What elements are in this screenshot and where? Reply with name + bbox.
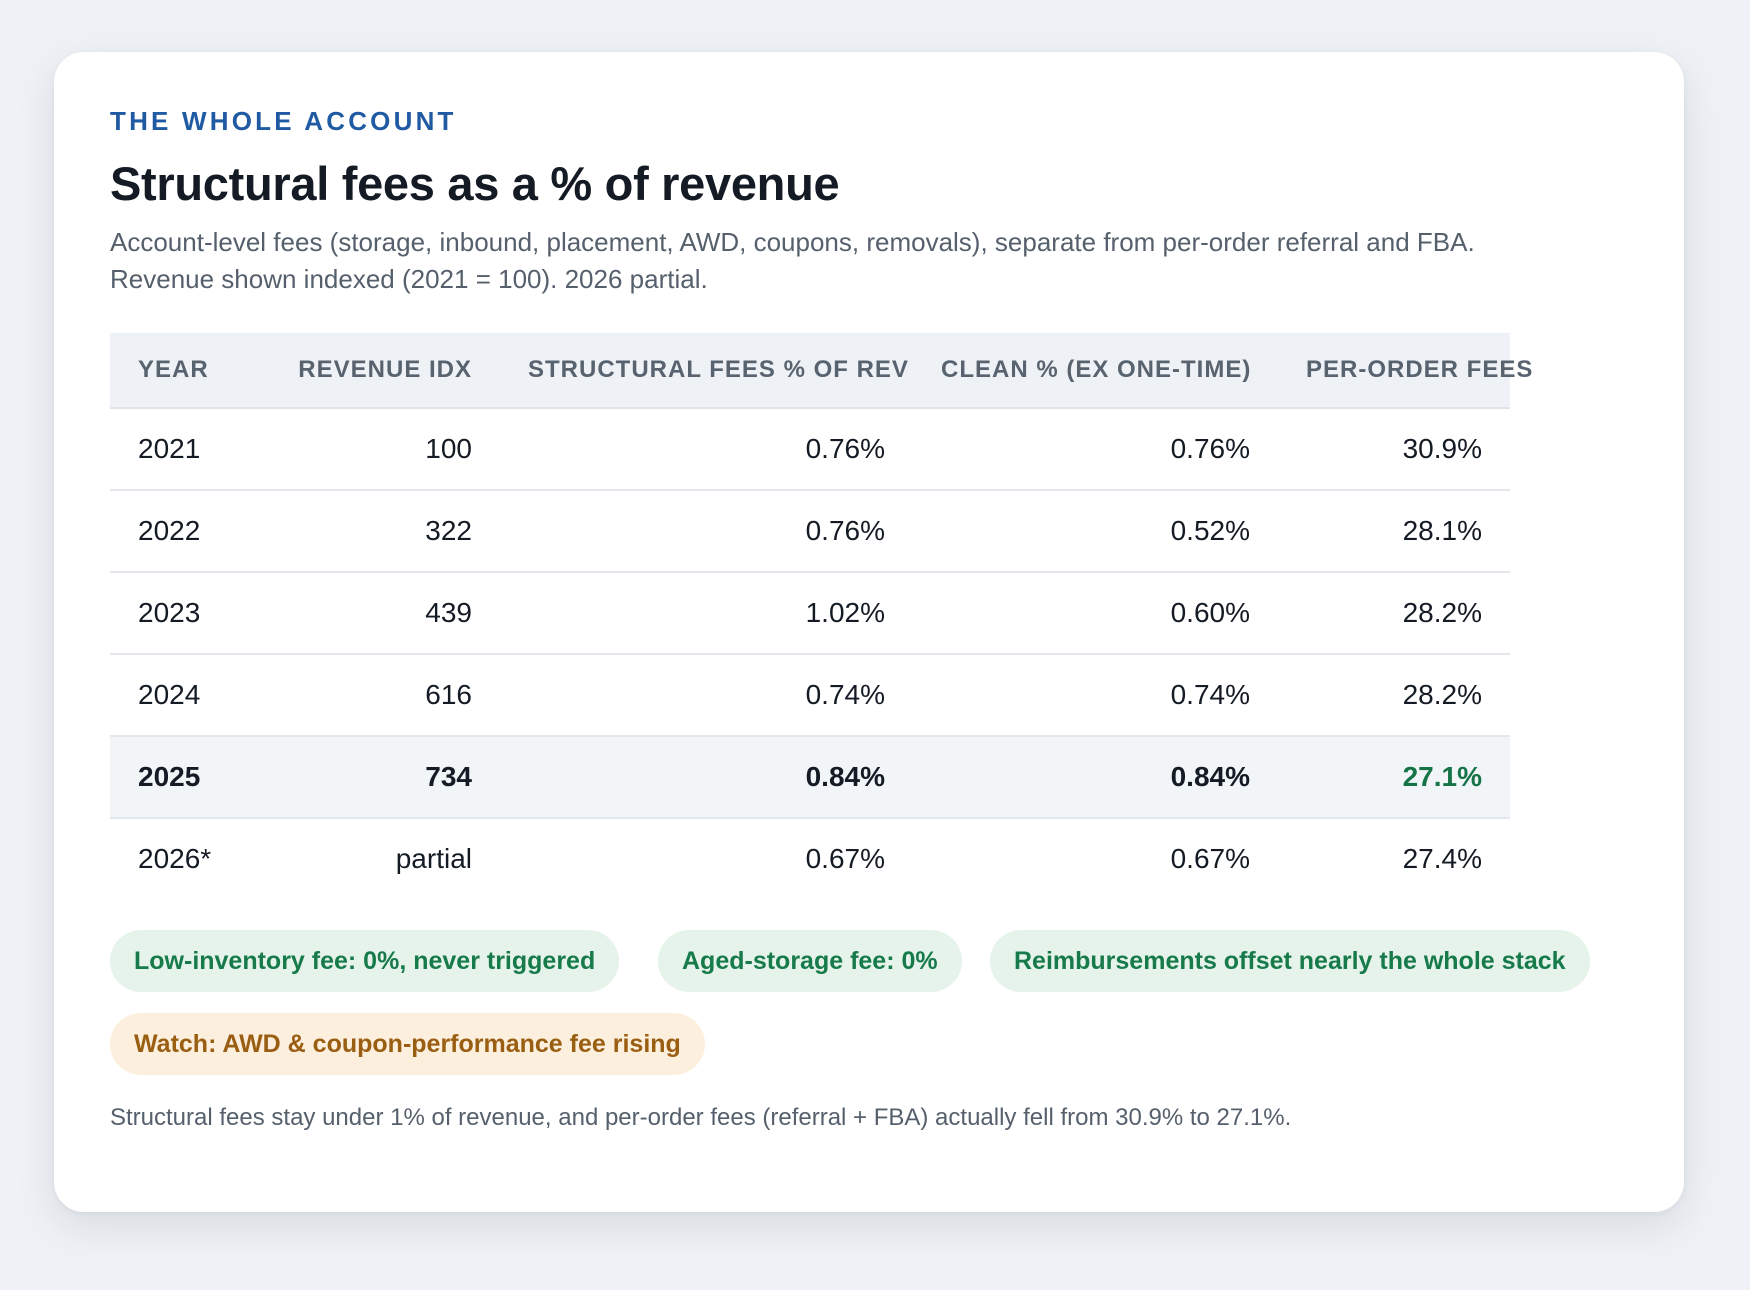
- summary-card: THE WHOLE ACCOUNT Structural fees as a %…: [54, 52, 1684, 1212]
- cell-per-order-fees: 28.2%: [1278, 572, 1510, 655]
- table-row: 2026* partial 0.67% 0.67% 27.4%: [110, 818, 1510, 899]
- cell-structural-fees: 1.02%: [500, 572, 913, 655]
- table-header-row: YEAR REVENUE IDX STRUCTURAL FEES % OF RE…: [110, 333, 1532, 409]
- cell-structural-fees: 0.74%: [500, 654, 913, 737]
- table-row: 2021 100 0.76% 0.76% 30.9%: [110, 408, 1510, 491]
- table-row: 2024 616 0.74% 0.74% 28.2%: [110, 654, 1510, 737]
- page-subtitle: Account-level fees (storage, inbound, pl…: [110, 227, 1475, 294]
- cell-revenue-idx: 322: [260, 490, 500, 573]
- cell-year: 2021: [110, 408, 260, 491]
- cell-clean-pct: 0.76%: [913, 408, 1278, 491]
- fees-table: YEAR REVENUE IDX STRUCTURAL FEES % OF RE…: [110, 333, 1532, 899]
- page-title: Structural fees as a % of revenue: [110, 157, 840, 210]
- cell-per-order-fees: 28.1%: [1278, 490, 1510, 573]
- cell-year: 2025: [110, 736, 260, 819]
- cell-year: 2026*: [138, 843, 212, 874]
- cell-clean-pct: 0.60%: [913, 572, 1278, 655]
- column-header-clean-pct: CLEAN % (EX ONE-TIME): [913, 333, 1278, 409]
- cell-clean-pct: 0.52%: [913, 490, 1278, 573]
- table-row-highlighted: 2025 734 0.84% 0.84% 27.1%: [110, 736, 1510, 819]
- cell-structural-fees: 0.67%: [805, 843, 885, 874]
- cell-revenue-idx: 616: [260, 654, 500, 737]
- column-header-structural-fees: STRUCTURAL FEES % OF REV: [500, 333, 913, 409]
- footnote: Structural fees stay under 1% of revenue…: [110, 1104, 1292, 1131]
- table-row: 2022 322 0.76% 0.52% 28.1%: [110, 490, 1510, 573]
- cell-per-order-fees: 27.4%: [1402, 843, 1482, 874]
- cell-clean-pct: 0.74%: [913, 654, 1278, 737]
- cell-structural-fees: 0.84%: [500, 736, 913, 819]
- table-row: 2023 439 1.02% 0.60% 28.2%: [110, 572, 1510, 655]
- cell-revenue-idx: 100: [260, 408, 500, 491]
- column-header-per-order-fees: PER-ORDER FEES: [1278, 333, 1532, 409]
- section-eyebrow: THE WHOLE ACCOUNT: [110, 106, 457, 136]
- badge-watch: Watch: AWD & coupon-performance fee risi…: [110, 1013, 705, 1075]
- badge-aged-storage: Aged-storage fee: 0%: [658, 930, 962, 992]
- cell-clean-pct: 0.84%: [913, 736, 1278, 819]
- cell-clean-pct: 0.67%: [1170, 843, 1250, 874]
- cell-year: 2022: [110, 490, 260, 573]
- badge-reimbursements: Reimbursements offset nearly the whole s…: [990, 930, 1590, 992]
- cell-year: 2023: [110, 572, 260, 655]
- cell-per-order-fees: 30.9%: [1278, 408, 1510, 491]
- badge-low-inventory: Low-inventory fee: 0%, never triggered: [110, 930, 620, 992]
- cell-per-order-fees: 28.2%: [1278, 654, 1510, 737]
- column-header-year: YEAR: [110, 333, 260, 409]
- cell-revenue-idx: 734: [260, 736, 500, 819]
- cell-year: 2024: [110, 654, 260, 737]
- cell-revenue-idx: 439: [260, 572, 500, 655]
- column-header-revenue-idx: REVENUE IDX: [260, 333, 500, 409]
- cell-structural-fees: 0.76%: [500, 490, 913, 573]
- cell-per-order-fees: 27.1%: [1278, 736, 1510, 819]
- cell-revenue-idx: partial: [395, 843, 472, 874]
- cell-structural-fees: 0.76%: [500, 408, 913, 491]
